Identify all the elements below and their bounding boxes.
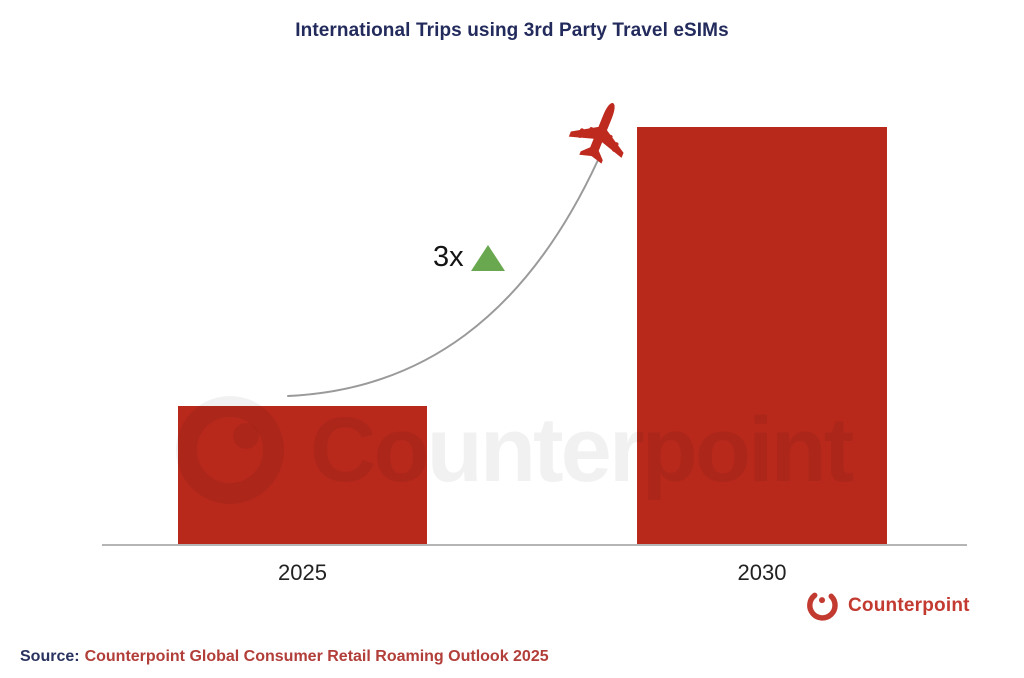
bar-2025 [178, 406, 427, 545]
chart-title: International Trips using 3rd Party Trav… [295, 20, 729, 41]
x-tick-2025: 2025 [278, 560, 327, 585]
source-prefix: Source: [20, 648, 80, 665]
x-axis-line [102, 544, 967, 546]
source-line: Source: Counterpoint Global Consumer Reta… [20, 648, 549, 666]
x-tick-2030: 2030 [737, 560, 787, 585]
growth-multiplier-label: 3x [433, 241, 464, 273]
counterpoint-logo-icon [807, 592, 838, 621]
bar-2030 [637, 127, 887, 545]
source-text: Counterpoint Global Consumer Retail Roam… [84, 648, 549, 665]
growth-annotation: 3x [433, 241, 505, 274]
counterpoint-logo: Counterpoint [806, 588, 970, 623]
airplane-icon [568, 102, 624, 164]
counterpoint-logo-text: Counterpoint [848, 594, 970, 616]
up-triangle-icon [470, 244, 505, 271]
